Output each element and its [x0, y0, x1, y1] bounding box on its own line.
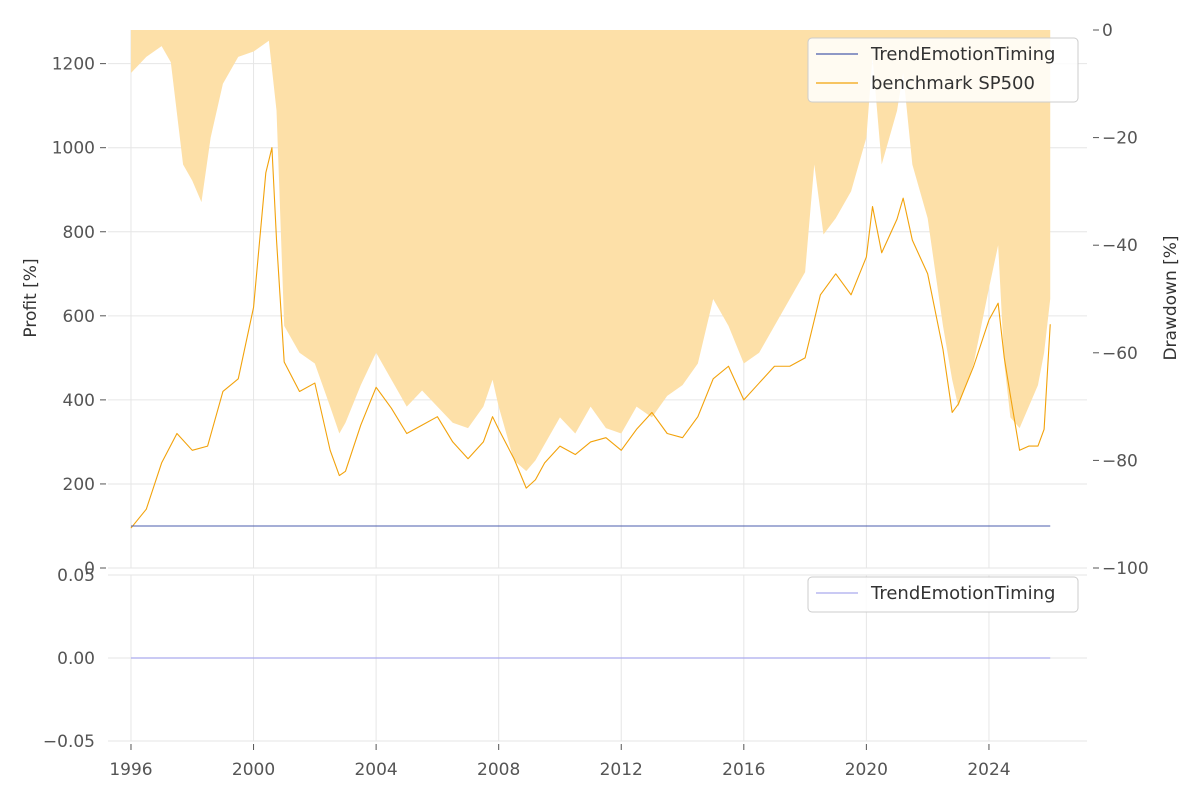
xtick-label-2016: 2016: [722, 760, 765, 780]
bottom-panel: −0.05 0.00 0.05 1996 2000 2004 2008 2012 2016 20…: [43, 566, 1087, 780]
y-axis-label-drawdown: Drawdown [%]: [1161, 235, 1181, 360]
bottom-ytick-label-0: −0.05: [43, 732, 95, 752]
ytick-label-1000: 1000: [52, 139, 95, 159]
series-line-benchmark-sp500: [130, 147, 1051, 529]
legend-label-trendemotiontiming-bottom: TrendEmotionTiming: [870, 583, 1055, 604]
bottom-ytick-label-2: 0.05: [57, 566, 95, 586]
xtick-label-2000: 2000: [232, 760, 275, 780]
profit-y-ticks: 0 200 400 600 800 1000 1200: [52, 55, 106, 579]
legend-box-bottom: [807, 576, 1079, 613]
ytick-label-400: 400: [63, 391, 95, 411]
y2tick-label-4: −80: [1102, 451, 1138, 471]
legend-box: [807, 37, 1079, 103]
legend-label-trendemotiontiming: TrendEmotionTiming: [870, 44, 1055, 65]
xtick-label-2020: 2020: [845, 760, 888, 780]
profit-lines-layer: [130, 147, 1051, 529]
legend-bottom: TrendEmotionTiming: [807, 576, 1079, 613]
ytick-label-1200: 1200: [52, 55, 95, 75]
drawdown-area-layer: [130, 30, 1051, 472]
drawdown-y-ticks: 0 −20 −40 −60 −80 −100: [1093, 21, 1149, 579]
y2tick-label-5: −100: [1102, 559, 1149, 579]
y2tick-label-2: −40: [1102, 236, 1138, 256]
xtick-label-2012: 2012: [600, 760, 643, 780]
xtick-label-1996: 1996: [109, 760, 152, 780]
y2tick-label-0: 0: [1102, 21, 1113, 41]
xtick-label-2004: 2004: [354, 760, 397, 780]
xtick-label-2024: 2024: [967, 760, 1010, 780]
y2tick-label-1: −20: [1102, 129, 1138, 149]
ytick-label-800: 800: [63, 223, 95, 243]
xtick-label-2008: 2008: [477, 760, 520, 780]
ytick-label-600: 600: [63, 307, 95, 327]
ytick-label-0: 0: [84, 559, 95, 579]
ytick-label-200: 200: [63, 475, 95, 495]
bottom-y-ticks: −0.05 0.00 0.05: [43, 566, 95, 752]
y2tick-label-3: −60: [1102, 344, 1138, 364]
drawdown-area: [130, 30, 1051, 472]
legend-label-benchmark-sp500: benchmark SP500: [871, 73, 1035, 94]
x-ticks: 1996 2000 2004 2008 2012 2016 2020 2024: [109, 744, 1011, 780]
y-axis-label-profit: Profit [%]: [21, 258, 41, 337]
legend-top: TrendEmotionTiming benchmark SP500: [807, 37, 1079, 103]
bottom-ytick-label-1: 0.00: [57, 649, 95, 669]
